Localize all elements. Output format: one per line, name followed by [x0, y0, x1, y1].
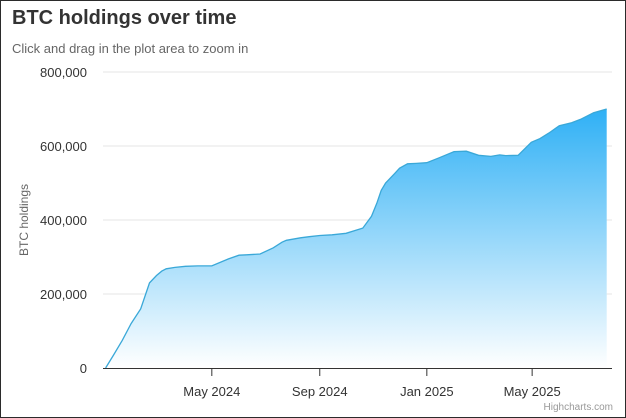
y-tick-label: 800,000 [40, 65, 87, 80]
series-line [105, 108, 607, 369]
x-tick-label: Sep 2024 [292, 384, 348, 399]
series-layer [105, 108, 607, 369]
chart-title: BTC holdings over time [12, 7, 237, 29]
x-tick-label: Jan 2025 [400, 384, 454, 399]
chart-credits[interactable]: Highcharts.com [543, 402, 613, 413]
x-tick-label: May 2024 [183, 384, 240, 399]
x-tick-label: May 2025 [504, 384, 561, 399]
y-axis-title: BTC holdings [17, 184, 31, 256]
series-area [105, 109, 607, 368]
y-tick-label: 0 [80, 361, 87, 376]
axes: 0 200,000 400,000 600,000 800,000 May 2024 Sep… [40, 65, 612, 399]
y-tick-label: 200,000 [40, 287, 87, 302]
y-tick-label: 400,000 [40, 213, 87, 228]
y-tick-label: 600,000 [40, 139, 87, 154]
chart-subtitle: Click and drag in the plot area to zoom … [12, 41, 249, 56]
